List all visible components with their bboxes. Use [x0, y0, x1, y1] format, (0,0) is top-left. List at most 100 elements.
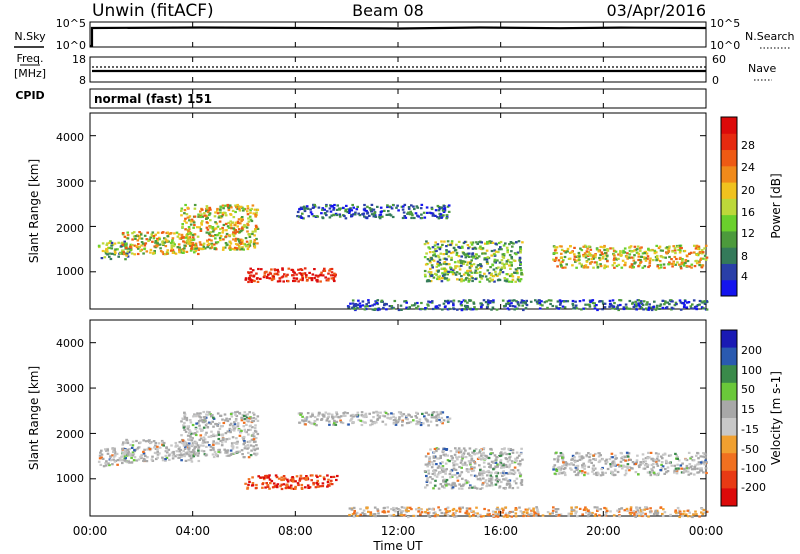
power-cell — [263, 272, 267, 275]
velocity-cell — [433, 471, 436, 475]
power-cell — [400, 308, 403, 311]
power-cbar-swatch — [721, 117, 737, 134]
power-cell — [650, 249, 653, 252]
power-cell — [554, 258, 557, 262]
velocity-cell — [279, 485, 282, 488]
power-cell — [665, 306, 669, 309]
velocity-cell — [468, 447, 472, 450]
velocity-cell — [616, 470, 620, 474]
velocity-cell — [415, 508, 418, 511]
power-cell — [661, 299, 665, 302]
power-cell — [582, 307, 585, 310]
power-cell — [439, 252, 443, 255]
velocity-cell — [502, 509, 505, 512]
power-cell — [475, 266, 478, 269]
velocity-cell — [156, 456, 159, 459]
power-cell — [291, 274, 294, 277]
power-cell — [286, 280, 290, 283]
power-cell — [648, 261, 652, 264]
velocity-cell — [228, 418, 231, 421]
velocity-cell — [209, 422, 213, 425]
velocity-cell — [194, 428, 198, 431]
power-cell — [121, 251, 124, 254]
velocity-cell — [676, 456, 679, 459]
power-cell — [424, 307, 427, 310]
velocity-cell — [518, 464, 522, 467]
velocity-cell — [448, 510, 452, 513]
power-cell — [633, 262, 636, 265]
velocity-cell — [446, 420, 450, 423]
power-cell — [212, 229, 216, 232]
power-cell — [469, 262, 472, 265]
velocity-cell — [237, 429, 240, 432]
velocity-cell — [556, 460, 560, 463]
power-cell — [489, 266, 492, 269]
power-cell — [201, 243, 205, 247]
power-cell — [249, 239, 252, 242]
power-cell — [655, 251, 658, 254]
velocity-cbar-tick-15: 15 — [741, 403, 755, 416]
power-cell — [628, 307, 632, 310]
power-cell — [207, 209, 210, 212]
power-cell — [516, 301, 520, 304]
power-cell — [470, 259, 473, 262]
power-cell — [406, 307, 410, 310]
velocity-cell — [691, 468, 694, 471]
power-cell — [501, 255, 505, 258]
power-cell — [671, 300, 674, 303]
power-cell — [580, 265, 584, 268]
velocity-cell — [227, 454, 230, 457]
velocity-cell — [441, 461, 444, 464]
velocity-cell — [574, 511, 578, 515]
velocity-cell — [299, 474, 303, 477]
velocity-cell — [614, 454, 617, 457]
power-cell — [244, 245, 248, 248]
velocity-cell — [455, 476, 459, 479]
velocity-cell — [461, 454, 465, 457]
velocity-cell — [355, 511, 359, 514]
velocity-cell — [474, 486, 477, 489]
power-cell — [667, 250, 671, 253]
power-cell — [250, 207, 253, 210]
power-cell — [672, 260, 675, 263]
velocity-cell — [609, 465, 613, 468]
velocity-cell — [445, 511, 448, 514]
velocity-cell — [439, 410, 443, 414]
velocity-cell — [583, 474, 586, 477]
power-cell — [641, 252, 645, 255]
power-cell — [338, 215, 342, 218]
velocity-cell — [426, 419, 429, 422]
power-cell — [642, 300, 646, 303]
power-cell — [561, 305, 565, 308]
power-cell — [239, 222, 242, 225]
power-cell — [177, 233, 181, 236]
velocity-cell — [193, 413, 196, 416]
power-cell — [232, 231, 235, 234]
power-cell — [155, 245, 159, 248]
power-cell — [221, 226, 224, 230]
velocity-cell — [408, 506, 412, 509]
power-cell — [677, 248, 680, 251]
power-cell — [430, 274, 433, 277]
velocity-cell — [392, 422, 396, 425]
velocity-cell — [424, 418, 428, 421]
velocity-cell — [453, 515, 456, 518]
power-cell — [631, 302, 634, 305]
power-cell — [467, 280, 471, 283]
power-cell — [161, 242, 165, 245]
power-cell — [237, 222, 240, 225]
velocity-cell — [504, 514, 508, 517]
velocity-cell — [275, 476, 279, 479]
velocity-cell — [197, 459, 201, 463]
power-cell — [108, 241, 111, 244]
velocity-cell — [469, 484, 472, 487]
power-cell — [253, 280, 256, 283]
power-cell — [670, 262, 673, 265]
power-cell — [438, 261, 441, 264]
power-cell — [130, 252, 134, 255]
velocity-cell — [376, 509, 380, 512]
velocity-cell — [478, 464, 481, 467]
velocity-cell — [465, 481, 469, 484]
velocity-cell — [445, 484, 448, 487]
power-cell — [606, 265, 609, 268]
